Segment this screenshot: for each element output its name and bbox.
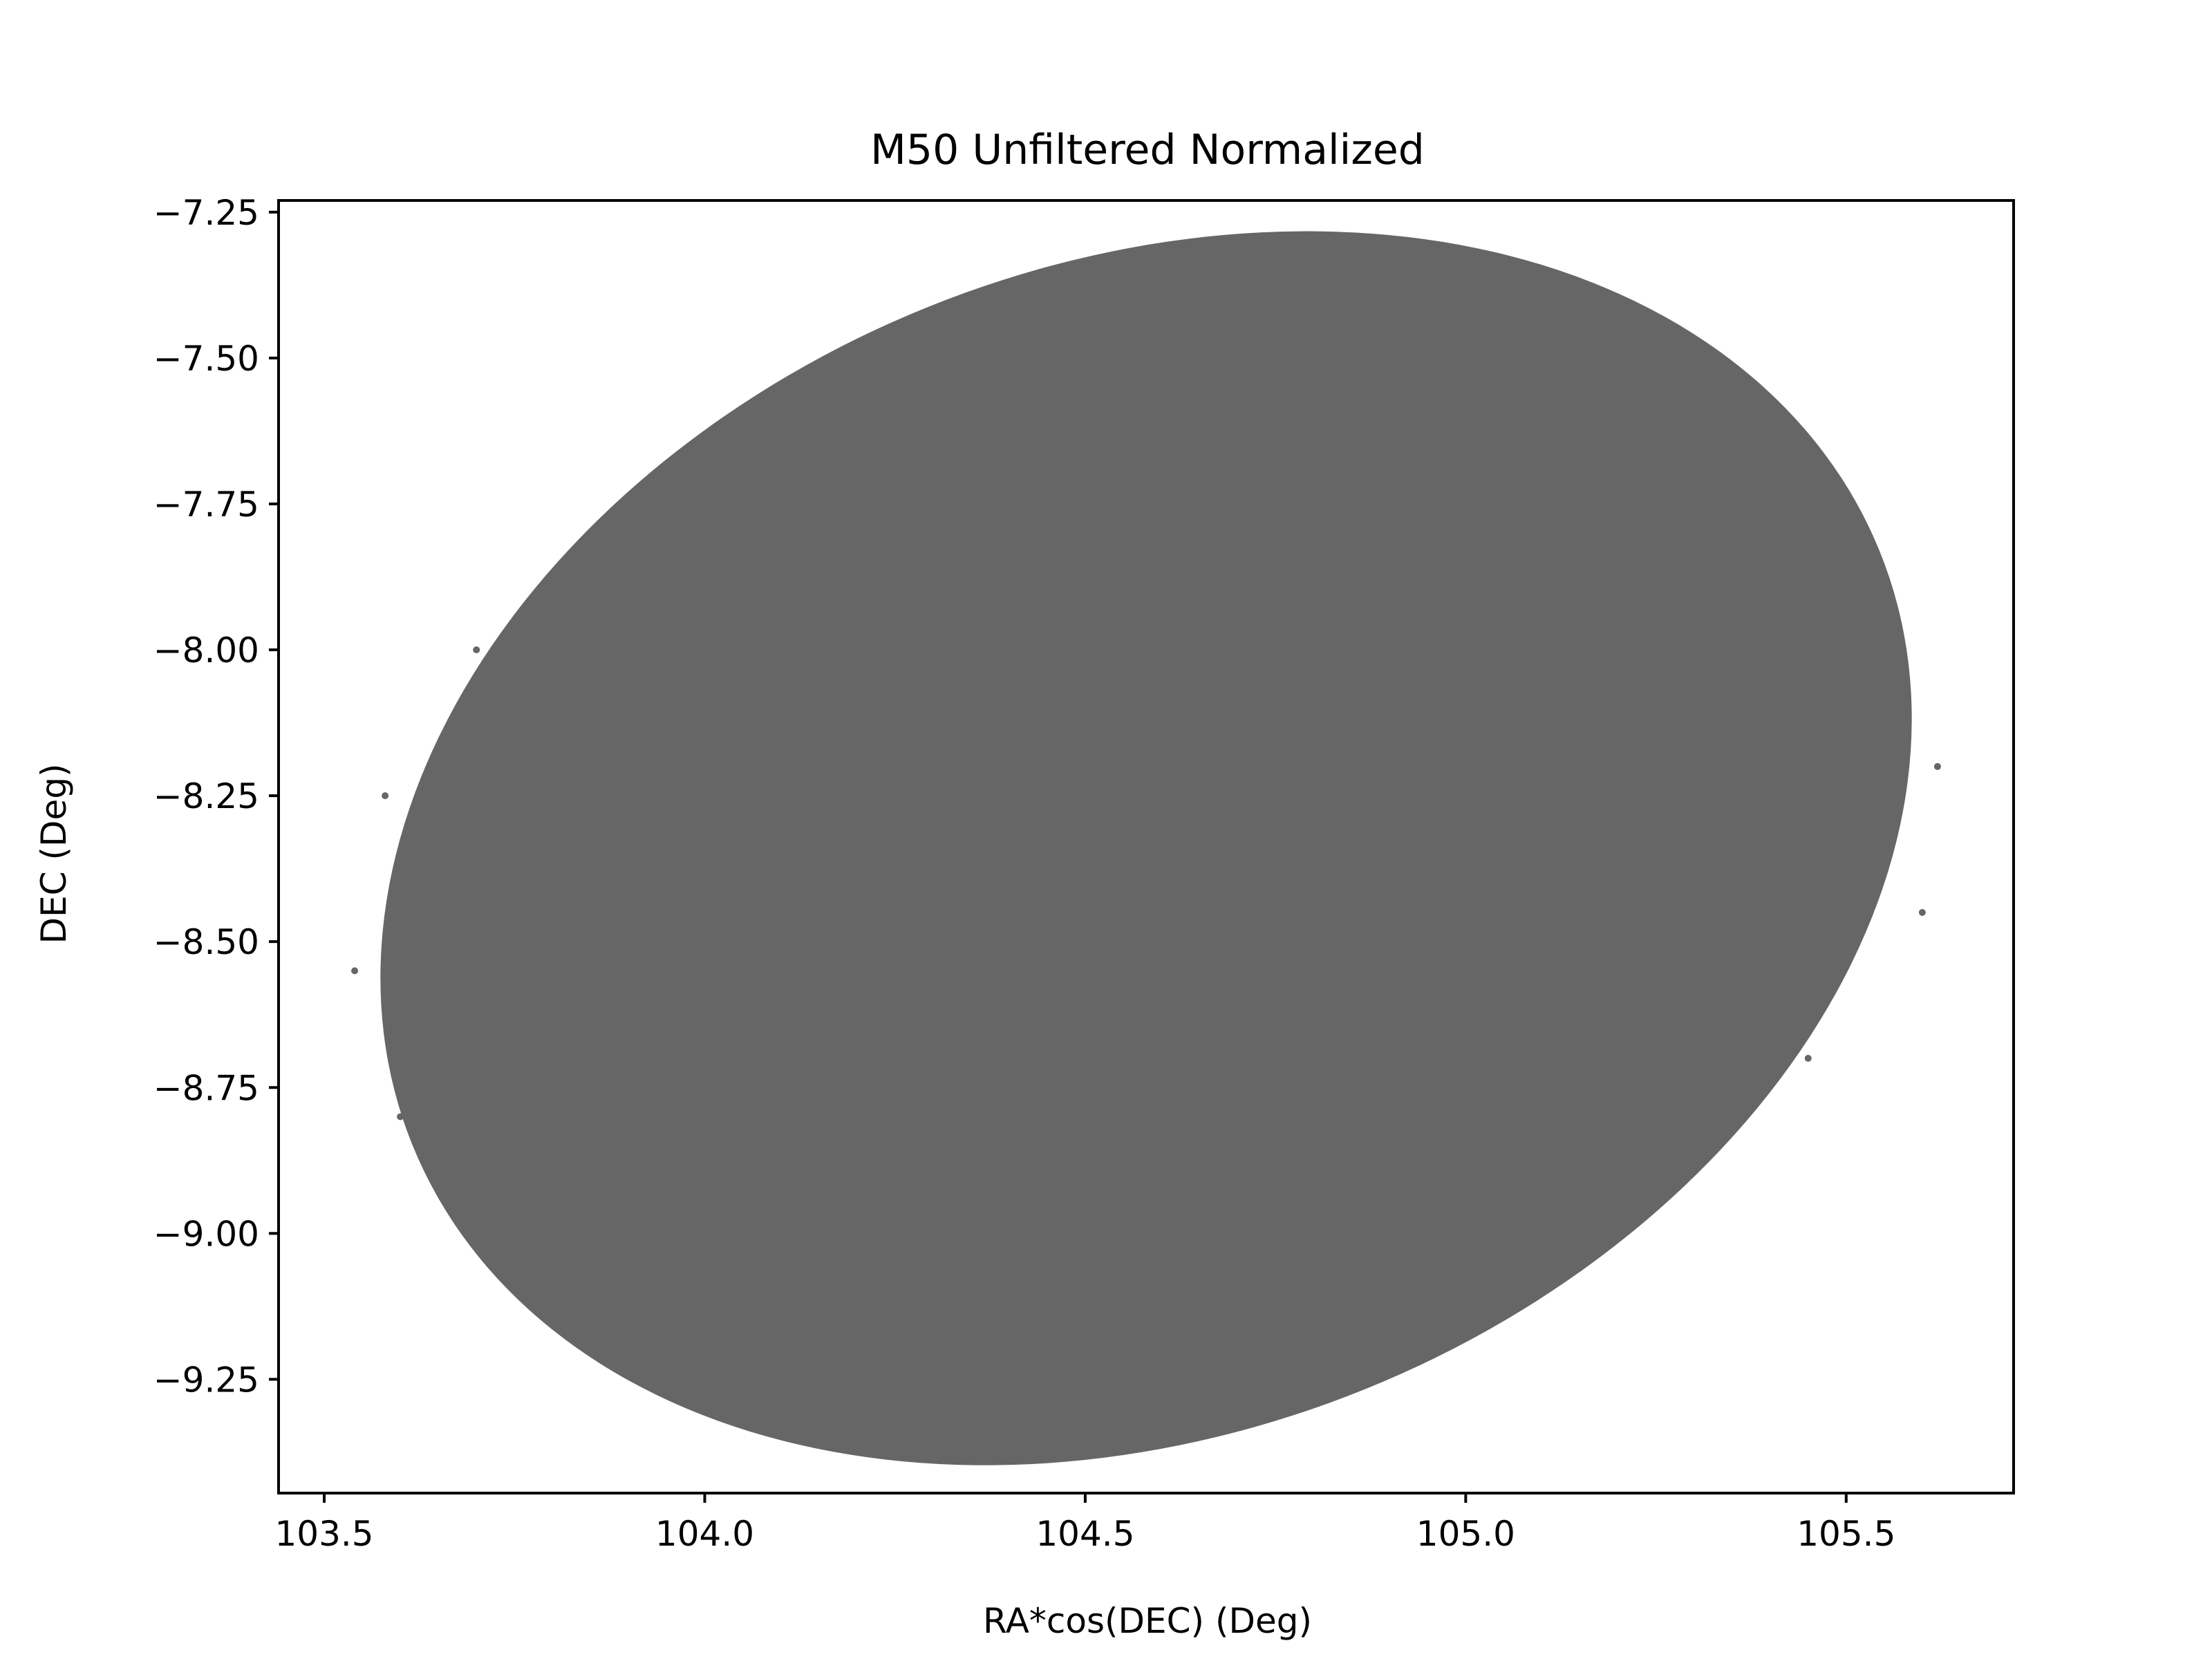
scatter-point: [1462, 290, 1470, 298]
y-axis: −7.25 −7.50 −7.75 −8.00 −8.25 −8.50 −8.75 −9.00…: [153, 193, 279, 1400]
x-axis-label: RA*cos(DEC) (Deg): [983, 1601, 1312, 1641]
x-tick-label: 103.5: [274, 1514, 373, 1554]
plot-frame: [277, 199, 2015, 1494]
y-tick-label: −8.50: [153, 922, 259, 962]
scatter-point: [1933, 762, 1941, 770]
scatter-point: [1143, 261, 1150, 268]
scatter-point: [351, 967, 359, 975]
y-tick-label: −8.25: [153, 776, 259, 816]
y-tick-label: −9.25: [153, 1360, 259, 1400]
y-tick-label: −9.00: [153, 1214, 259, 1254]
scatter-point: [625, 518, 632, 525]
scatter-point: [853, 1422, 861, 1430]
scatter-point: [663, 1369, 671, 1377]
chart-title: M50 Unfiltered Normalized: [870, 126, 1425, 174]
x-tick-label: 104.0: [655, 1514, 754, 1554]
x-axis: 103.5 104.0 104.5 105.0 105.5: [274, 1493, 1895, 1554]
scatter-point: [382, 792, 389, 800]
plot-area: [351, 231, 1941, 1465]
scatter-point: [1462, 1282, 1470, 1290]
scatter-point: [967, 308, 975, 315]
y-axis-label: DEC (Deg): [34, 764, 74, 944]
scatter-point: [1766, 518, 1774, 525]
scatter-point: [1310, 264, 1318, 272]
y-tick-label: −7.75: [153, 485, 259, 525]
scatter-point: [1614, 366, 1622, 373]
scatter-point: [1005, 1422, 1013, 1430]
scatter-point: [1143, 845, 1150, 852]
y-tick-label: −7.25: [153, 193, 259, 233]
y-tick-label: −8.00: [153, 630, 259, 671]
scatter-point: [1918, 908, 1926, 916]
scatter-point: [1234, 1376, 1241, 1383]
scatter-point: [1888, 646, 1895, 654]
x-tick-label: 105.0: [1416, 1514, 1515, 1554]
y-tick-label: −8.75: [153, 1068, 259, 1108]
scatter-point: [473, 646, 480, 654]
scatter-point: [1804, 1055, 1812, 1062]
scatter-point: [1652, 1183, 1660, 1190]
scatter-point: [397, 1113, 404, 1121]
scatter-point: [777, 413, 785, 420]
y-tick-label: −7.50: [153, 339, 259, 379]
x-tick-label: 105.5: [1797, 1514, 1895, 1554]
scatter-point: [511, 1259, 518, 1266]
x-tick-label: 104.5: [1035, 1514, 1134, 1554]
